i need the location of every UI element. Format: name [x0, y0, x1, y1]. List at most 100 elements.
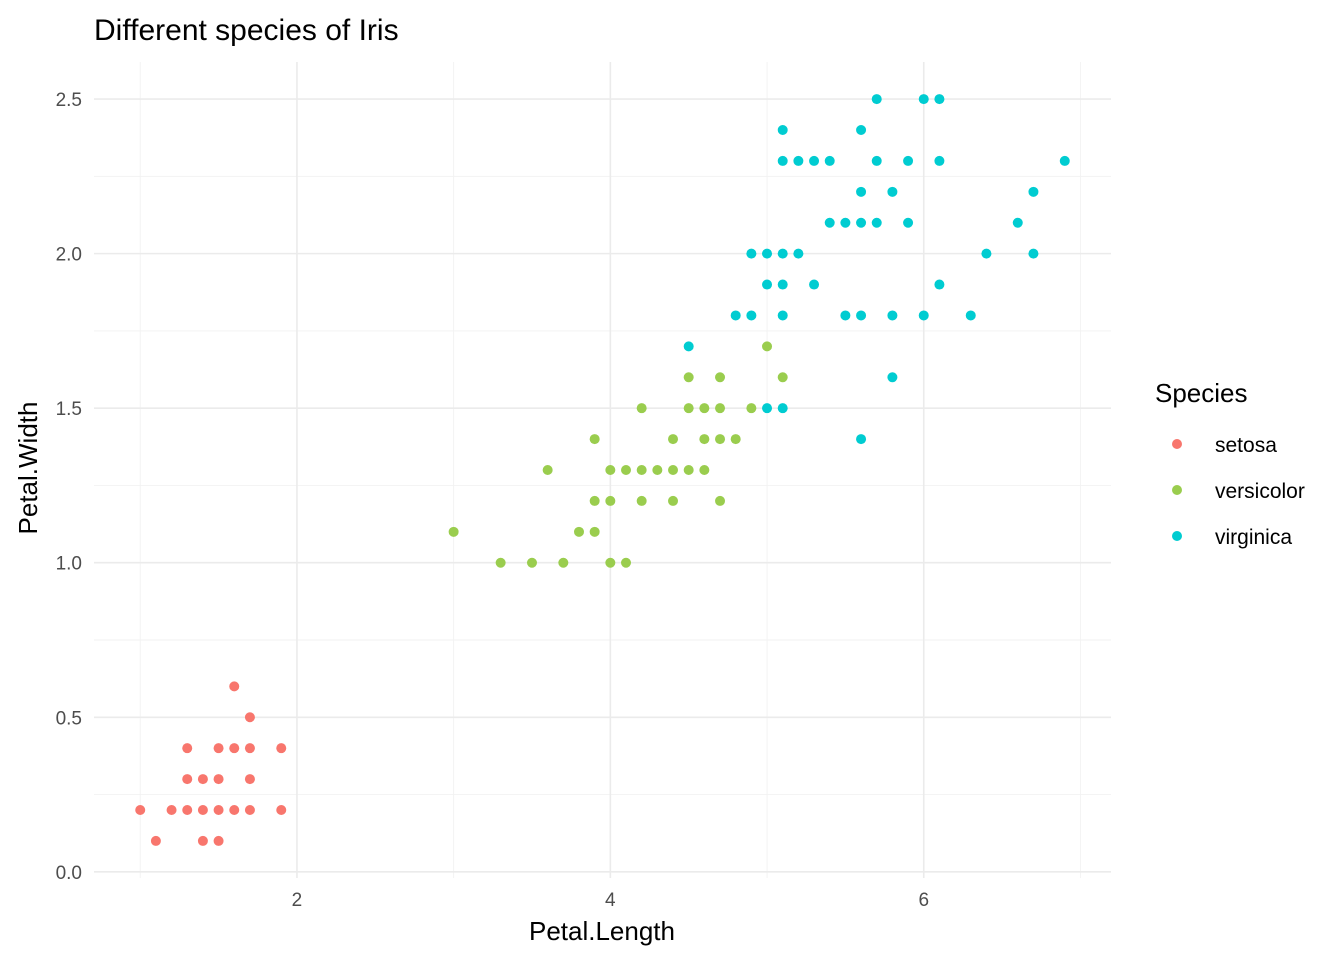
legend-title: Species [1155, 378, 1248, 408]
data-point-setosa [229, 681, 240, 692]
data-point-setosa [213, 743, 224, 754]
data-point-setosa [276, 805, 287, 815]
x-axis-title: Petal.Length [529, 916, 675, 946]
data-point-virginica [918, 310, 929, 321]
data-point-versicolor [715, 495, 726, 506]
data-point-versicolor [652, 465, 663, 475]
data-point-versicolor [668, 465, 679, 475]
data-point-virginica [746, 310, 757, 321]
y-tick-label: 0.0 [56, 863, 82, 884]
x-tick-label: 2 [292, 890, 303, 911]
data-point-virginica [824, 217, 835, 228]
data-point-setosa [213, 774, 224, 785]
data-point-virginica [730, 310, 741, 321]
data-point-virginica [777, 155, 788, 166]
data-point-versicolor [636, 465, 647, 475]
data-point-versicolor [715, 434, 726, 445]
data-point-versicolor [621, 557, 632, 568]
data-point-virginica [762, 248, 773, 259]
data-point-virginica [762, 279, 773, 290]
data-point-versicolor [699, 403, 710, 414]
y-axis-ticks: 0.0 0.5 1.0 1.5 2.0 2.5 [56, 90, 82, 884]
data-point-setosa [229, 805, 240, 815]
data-point-setosa [244, 805, 255, 815]
data-point-versicolor [636, 495, 647, 506]
data-point-setosa [244, 743, 255, 754]
legend: Species setosa versicolor virginica [1155, 378, 1305, 549]
data-point-versicolor [605, 465, 616, 475]
data-point-versicolor [699, 434, 710, 445]
data-point-setosa [244, 774, 255, 785]
data-point-setosa [213, 835, 224, 846]
data-point-virginica [746, 248, 757, 259]
data-point-setosa [166, 805, 177, 815]
data-point-virginica [903, 217, 914, 228]
data-point-virginica [1012, 217, 1023, 228]
data-point-virginica [777, 125, 788, 135]
y-tick-label: 2.5 [56, 90, 82, 111]
data-point-versicolor [448, 526, 459, 537]
data-point-versicolor [621, 465, 632, 475]
data-point-setosa [182, 743, 193, 754]
data-point-versicolor [495, 557, 506, 568]
y-axis-title: Petal.Width [13, 402, 43, 535]
y-tick-label: 0.5 [56, 708, 82, 729]
data-point-virginica [793, 248, 804, 259]
data-point-versicolor [699, 465, 710, 475]
data-point-setosa [197, 774, 208, 785]
data-point-virginica [887, 186, 898, 197]
data-point-setosa [276, 743, 287, 754]
x-tick-label: 4 [605, 890, 616, 911]
data-point-setosa [150, 835, 161, 846]
legend-items: setosa versicolor virginica [1172, 434, 1305, 549]
data-point-setosa [182, 774, 193, 785]
data-point-setosa [135, 805, 146, 815]
data-point-virginica [871, 94, 882, 105]
data-point-versicolor [683, 403, 694, 414]
data-point-setosa [213, 805, 224, 815]
data-point-versicolor [715, 372, 726, 383]
data-point-virginica [809, 279, 820, 290]
legend-key-setosa [1172, 439, 1182, 449]
data-point-versicolor [668, 434, 679, 445]
data-point-virginica [762, 403, 773, 414]
data-point-versicolor [526, 557, 537, 568]
grid [94, 62, 1111, 878]
data-point-versicolor [589, 526, 600, 537]
data-point-virginica [824, 155, 835, 166]
legend-label-virginica: virginica [1215, 526, 1292, 549]
chart-title: Different species of Iris [94, 14, 399, 47]
data-point-virginica [856, 217, 867, 228]
data-point-virginica [871, 155, 882, 166]
data-point-virginica [777, 403, 788, 414]
data-point-virginica [887, 372, 898, 383]
data-point-versicolor [730, 434, 741, 445]
data-point-virginica [683, 341, 694, 352]
data-point-virginica [981, 248, 992, 259]
data-point-versicolor [683, 465, 694, 475]
data-point-versicolor [605, 557, 616, 568]
data-point-virginica [934, 94, 945, 105]
data-point-setosa [229, 743, 240, 754]
data-point-versicolor [605, 495, 616, 506]
legend-label-versicolor: versicolor [1215, 480, 1305, 503]
legend-key-virginica [1172, 531, 1182, 541]
data-point-versicolor [573, 526, 584, 537]
data-point-setosa [197, 835, 208, 846]
data-point-virginica [856, 434, 867, 445]
data-point-virginica [887, 310, 898, 321]
data-points [135, 94, 1070, 846]
y-tick-label: 1.5 [56, 399, 82, 420]
data-point-virginica [871, 217, 882, 228]
data-point-setosa [197, 805, 208, 815]
data-point-virginica [856, 186, 867, 197]
data-point-versicolor [589, 434, 600, 445]
data-point-virginica [965, 310, 976, 321]
data-point-virginica [840, 310, 851, 321]
data-point-setosa [244, 712, 255, 723]
data-point-versicolor [762, 341, 773, 352]
data-point-versicolor [668, 495, 679, 506]
data-point-virginica [856, 125, 867, 135]
data-point-versicolor [715, 403, 726, 414]
data-point-virginica [777, 248, 788, 259]
